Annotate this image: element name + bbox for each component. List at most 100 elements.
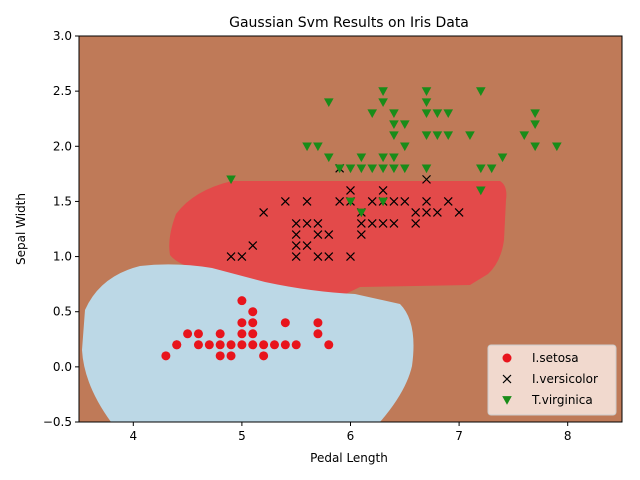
tvirginica-point (389, 109, 399, 118)
iversicolor-point (248, 241, 258, 250)
plot-area (78, 35, 623, 423)
iversicolor-point (356, 219, 366, 228)
iversicolor-point (313, 219, 323, 228)
y-axis: −0.5 0.0 0.5 1.0 1.5 2.0 2.5 3.0 (43, 29, 79, 429)
iversicolor-point (389, 219, 399, 228)
isetosa-point (280, 318, 290, 328)
isetosa-point (237, 329, 247, 339)
y-axis-label: Sepal Width (14, 193, 28, 265)
isetosa-point (237, 318, 247, 328)
legend-label-tvirginica: T.virginica (531, 393, 593, 407)
legend-marker-tvirginica (502, 396, 512, 405)
iversicolor-point (422, 208, 431, 217)
tvirginica-point (356, 208, 367, 218)
tvirginica-point (334, 164, 345, 174)
isetosa-point (215, 351, 225, 361)
decision-region-setosa (82, 264, 414, 422)
isetosa-point (269, 340, 279, 350)
iversicolor-point (422, 174, 431, 184)
x-tick-label: 7 (455, 429, 463, 443)
iversicolor-point (291, 219, 301, 228)
isetosa-point (237, 296, 247, 306)
tvirginica-point (519, 131, 530, 141)
y-tick-label: 1.0 (53, 250, 72, 264)
tvirginica-point (400, 164, 410, 174)
isetosa-point (215, 340, 225, 350)
tvirginica-point (476, 164, 486, 174)
iversicolor-point (280, 197, 290, 206)
x-tick-label: 5 (238, 429, 246, 443)
legend-box (487, 344, 617, 416)
tvirginica-point (356, 153, 367, 163)
chart-title: Gaussian Svm Results on Iris Data (229, 15, 469, 31)
decision-region-versicolor (169, 181, 507, 300)
iversicolor-point (389, 197, 399, 206)
isetosa-point (248, 329, 258, 339)
iversicolor-point (378, 219, 388, 228)
iversicolor-point (237, 252, 247, 261)
tvirginica-point (443, 131, 454, 141)
tvirginica-point (345, 197, 356, 207)
legend-marker-isetosa (502, 353, 512, 363)
tvirginica-point (476, 87, 486, 96)
isetosa-point (193, 340, 203, 350)
isetosa-point (324, 340, 334, 350)
iversicolor-point (335, 197, 345, 206)
tvirginica-point (345, 164, 356, 174)
tvirginica-point (497, 153, 508, 163)
isetosa-point (248, 340, 258, 350)
iversicolor-point (291, 241, 301, 250)
tvirginica-point (378, 98, 388, 107)
tvirginica-point (356, 164, 367, 174)
tvirginica-point (530, 142, 540, 152)
y-tick-label: 3.0 (53, 29, 72, 43)
tvirginica-point (432, 131, 443, 141)
y-tick-label: 0.5 (53, 305, 72, 319)
tvirginica-point (421, 98, 432, 107)
x-tick-label: 4 (129, 429, 137, 443)
legend-label-isetosa: I.setosa (532, 351, 579, 365)
iversicolor-point (432, 208, 442, 217)
tvirginica-point (421, 131, 432, 141)
iversicolor-point (422, 197, 431, 206)
iversicolor-point (378, 185, 388, 195)
tvirginica-point (421, 164, 432, 174)
iversicolor-point (313, 230, 323, 239)
tvirginica-point (486, 164, 497, 174)
tvirginica-point (443, 109, 454, 118)
tvirginica-point (421, 109, 432, 118)
tvirginica-point (530, 109, 540, 118)
iversicolor-point (346, 252, 355, 261)
isetosa-point (259, 351, 269, 361)
tvirginica-point (465, 131, 475, 141)
iversicolor-point (454, 208, 464, 217)
isetosa-point (226, 351, 236, 361)
isetosa-point (237, 340, 247, 350)
iversicolor-point (400, 197, 410, 206)
x-axis-label: Pedal Length (310, 451, 388, 465)
tvirginica-point (378, 164, 388, 174)
tvirginica-point (367, 164, 378, 174)
tvirginica-point (400, 120, 410, 130)
isetosa-point (259, 340, 269, 350)
iversicolor-point (367, 219, 377, 228)
tvirginica-point (389, 120, 399, 130)
tvirginica-point (389, 153, 399, 163)
iversicolor-point (302, 197, 312, 206)
iversicolor-point (411, 219, 421, 228)
tvirginica-point (378, 87, 388, 96)
isetosa-point (183, 329, 193, 339)
iversicolor-point (324, 230, 334, 239)
y-tick-label: −0.5 (43, 415, 72, 429)
isetosa-point (280, 340, 290, 350)
x-axis: 4 5 6 7 8 (129, 422, 572, 443)
iversicolor-point (259, 208, 269, 217)
iversicolor-point (291, 230, 301, 239)
iversicolor-point (226, 252, 236, 261)
iversicolor-point (302, 241, 312, 250)
legend-marker-iversicolor (502, 374, 512, 384)
tvirginica-point (323, 98, 334, 107)
tvirginica-point (389, 131, 399, 141)
isetosa-point (204, 340, 214, 350)
